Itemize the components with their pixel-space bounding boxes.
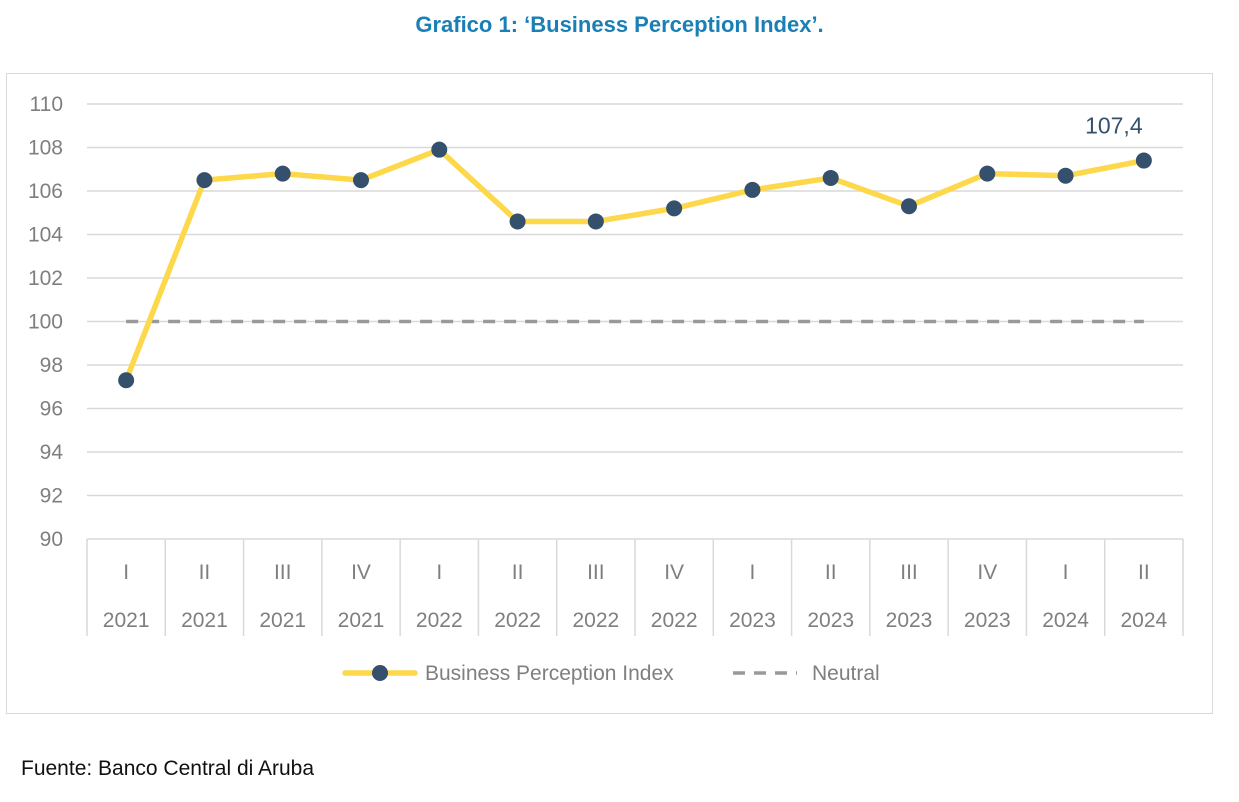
x-tick-year: 2021 — [181, 609, 228, 632]
legend-neutral-label: Neutral — [812, 662, 880, 685]
data-point — [196, 172, 213, 189]
legend: Business Perception Index Neutral — [342, 662, 880, 685]
y-axis-ticks: 90 92 94 96 98 100 102 104 106 108 110 — [28, 93, 63, 551]
data-point — [431, 141, 448, 158]
x-tick-quarter: II — [199, 561, 211, 584]
legend-bpi-marker — [372, 665, 388, 681]
x-tick-year: 2023 — [964, 609, 1011, 632]
y-tick-label: 110 — [30, 93, 63, 116]
x-tick-year: 2023 — [729, 609, 776, 632]
x-tick-quarter: II — [825, 561, 837, 584]
y-tick-label: 98 — [40, 354, 63, 377]
x-tick-quarter: I — [123, 561, 129, 584]
x-tick-year: 2021 — [338, 609, 385, 632]
bpi-series — [118, 141, 1152, 389]
x-tick-year: 2021 — [103, 609, 150, 632]
data-point — [822, 169, 839, 186]
x-tick-quarter: I — [1063, 561, 1069, 584]
data-point — [1057, 167, 1074, 184]
x-tick-year: 2023 — [886, 609, 933, 632]
data-point — [744, 181, 761, 198]
x-tick-quarter: IV — [977, 561, 997, 584]
data-point — [353, 172, 369, 189]
x-tick-quarter: IV — [351, 561, 371, 584]
x-tick-year: 2022 — [494, 609, 541, 632]
y-tick-label: 106 — [28, 180, 63, 203]
legend-bpi-label: Business Perception Index — [425, 662, 674, 685]
x-tick-year: 2021 — [259, 609, 306, 632]
x-tick-quarter: I — [750, 561, 756, 584]
bpi-line — [123, 146, 1147, 383]
y-tick-label: 104 — [28, 224, 63, 247]
y-tick-label: 102 — [28, 267, 63, 290]
x-axis-categories: I2021II2021III2021IV2021I2022II2022III20… — [86, 539, 1184, 636]
data-point — [1135, 152, 1152, 169]
data-point — [509, 213, 526, 230]
data-label: 107,4 — [1085, 113, 1143, 139]
data-point — [587, 213, 604, 230]
data-labels: 107,4 — [1085, 113, 1143, 139]
chart-area: 90 92 94 96 98 100 102 104 106 108 110 I 2021 II 2021… — [6, 73, 1213, 714]
source-note: Fuente: Banco Central di Aruba — [21, 757, 315, 780]
x-tick-quarter: IV — [664, 561, 684, 584]
x-tick-year: 2022 — [572, 609, 619, 632]
y-tick-label: 92 — [40, 485, 63, 508]
x-tick-year: 2024 — [1042, 609, 1089, 632]
x-tick-quarter: II — [1138, 561, 1150, 584]
x-tick-quarter: I — [436, 561, 442, 584]
y-tick-label: 94 — [40, 441, 64, 464]
x-tick-year: 2022 — [416, 609, 463, 632]
y-tick-label: 96 — [40, 398, 63, 421]
chart-title: Grafico 1: ‘Business Perception Index’. — [415, 12, 824, 37]
data-point — [979, 165, 996, 182]
x-tick-quarter: III — [274, 561, 292, 584]
x-tick-year: 2023 — [807, 609, 854, 632]
data-point — [666, 200, 683, 217]
x-tick-quarter: III — [587, 561, 605, 584]
data-point — [118, 372, 135, 389]
x-tick-quarter: II — [512, 561, 524, 584]
y-tick-label: 100 — [28, 311, 63, 334]
data-point — [901, 198, 917, 215]
y-tick-label: 108 — [28, 137, 63, 160]
x-tick-year: 2024 — [1120, 609, 1167, 632]
data-point — [274, 165, 291, 182]
x-tick-quarter: III — [900, 561, 918, 584]
y-tick-label: 90 — [40, 528, 63, 551]
x-tick-year: 2022 — [651, 609, 698, 632]
